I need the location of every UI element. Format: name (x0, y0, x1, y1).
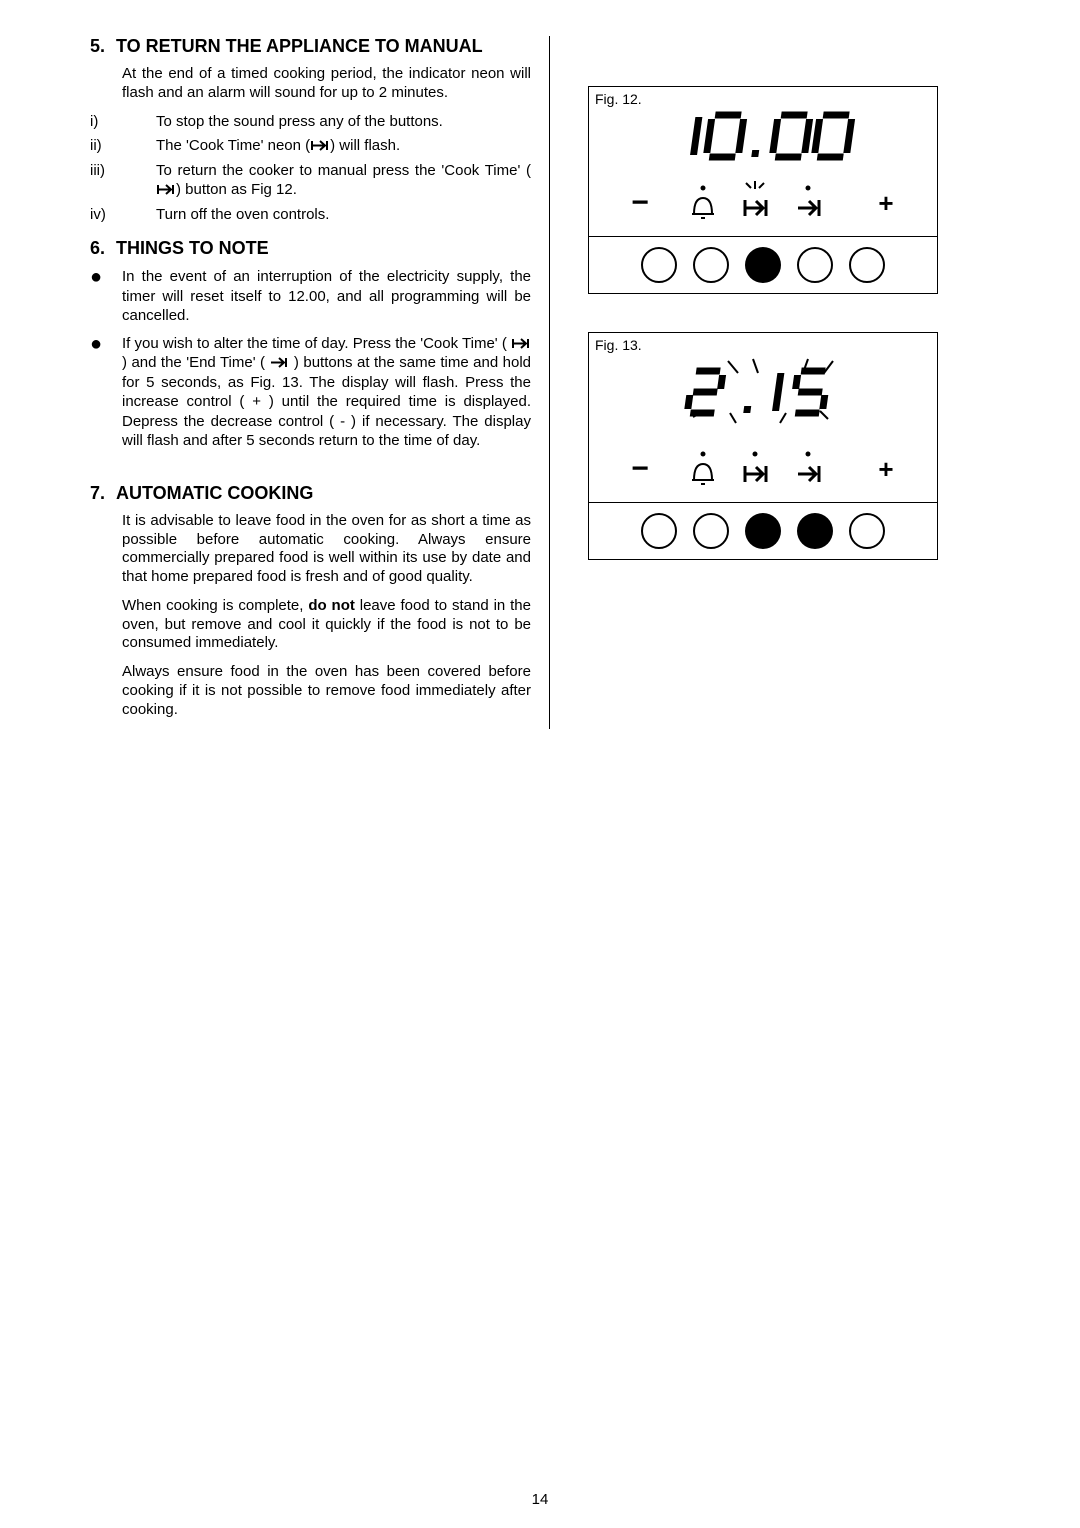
bullet-text: If you wish to alter the time of day. Pr… (122, 334, 531, 451)
list-item: ii) The 'Cook Time' neon ( ) will flash. (90, 137, 531, 156)
section-6-list: ● In the event of an interruption of the… (90, 267, 531, 451)
section-5-list: i) To stop the sound press any of the bu… (90, 113, 531, 225)
bullet-text: In the event of an interruption of the e… (122, 267, 531, 326)
button-circle-open (641, 513, 677, 549)
list-marker: iii) (90, 162, 156, 200)
text-pre: The 'Cook Time' neon ( (156, 137, 310, 154)
section-7-number: 7. (90, 483, 116, 504)
figure-13: Fig. 13. (588, 332, 938, 560)
figure-12: Fig. 12. (588, 86, 938, 294)
bullet-icon: ● (90, 334, 122, 451)
text-pre: To return the cooker to manual press the… (156, 162, 531, 179)
cook-time-icon (310, 139, 330, 152)
button-circle-open (849, 247, 885, 283)
section-6-number: 6. (90, 238, 116, 259)
figure-12-label: Fig. 12. (595, 91, 642, 107)
list-text: Turn off the oven controls. (156, 206, 531, 225)
section-5-title: TO RETURN THE APPLIANCE TO MANUAL (116, 36, 531, 57)
section-5-number: 5. (90, 36, 116, 57)
list-item: iv) Turn off the oven controls. (90, 206, 531, 225)
list-item: i) To stop the sound press any of the bu… (90, 113, 531, 132)
button-circle-open (693, 513, 729, 549)
end-time-icon (269, 356, 289, 369)
plus-icon: + (873, 454, 899, 485)
minus-icon: − (627, 452, 653, 486)
button-circle-filled (745, 247, 781, 283)
section-6-heading: 6. THINGS TO NOTE (90, 238, 531, 259)
section-5-intro: At the end of a timed cooking period, th… (122, 65, 531, 103)
list-text: To stop the sound press any of the butto… (156, 113, 531, 132)
section-7-p2: When cooking is complete, do not leave f… (122, 597, 531, 653)
text-post: ) button as Fig 12. (176, 181, 297, 198)
figure-13-icons: − (589, 444, 937, 502)
cook-time-icon (511, 337, 531, 350)
list-marker: iv) (90, 206, 156, 225)
right-column: Fig. 12. (580, 36, 950, 729)
button-circle-open (641, 247, 677, 283)
section-7-p3: Always ensure food in the oven has been … (122, 663, 531, 719)
list-marker: ii) (90, 137, 156, 156)
cook-time-icon (156, 183, 176, 196)
button-circle-open (693, 247, 729, 283)
button-circle-filled (797, 513, 833, 549)
figure-13-label: Fig. 13. (595, 337, 642, 353)
section-6-title: THINGS TO NOTE (116, 238, 531, 259)
p2-b-bold: do not (308, 597, 355, 614)
left-column: 5. TO RETURN THE APPLIANCE TO MANUAL At … (90, 36, 550, 729)
list-text: The 'Cook Time' neon ( ) will flash. (156, 137, 531, 156)
list-marker: i) (90, 113, 156, 132)
timer-panel-icons (663, 444, 863, 494)
list-item: iii) To return the cooker to manual pres… (90, 162, 531, 200)
plus-icon: + (873, 188, 899, 219)
page-number: 14 (0, 1491, 1080, 1508)
seven-segment-display (658, 109, 868, 165)
bullet-item: ● In the event of an interruption of the… (90, 267, 531, 326)
seg1: If you wish to alter the time of day. Pr… (122, 335, 511, 352)
seven-segment-display-2 (648, 355, 878, 431)
button-circle-open (797, 247, 833, 283)
button-circle-open (849, 513, 885, 549)
section-5-heading: 5. TO RETURN THE APPLIANCE TO MANUAL (90, 36, 531, 57)
figure-12-icons: − (589, 178, 937, 236)
bullet-icon: ● (90, 267, 122, 326)
minus-icon: − (627, 186, 653, 220)
text-post: ) will flash. (330, 137, 400, 154)
section-7-title: AUTOMATIC COOKING (116, 483, 531, 504)
button-circle-filled (745, 513, 781, 549)
figure-13-buttons (589, 502, 937, 559)
p2-a: When cooking is complete, (122, 597, 308, 614)
timer-panel-icons (663, 178, 863, 228)
figure-12-buttons (589, 236, 937, 293)
section-7-heading: 7. AUTOMATIC COOKING (90, 483, 531, 504)
seg2: ) and the 'End Time' ( (122, 354, 269, 371)
list-text: To return the cooker to manual press the… (156, 162, 531, 200)
bullet-item: ● If you wish to alter the time of day. … (90, 334, 531, 451)
section-7-p1: It is advisable to leave food in the ove… (122, 512, 531, 587)
